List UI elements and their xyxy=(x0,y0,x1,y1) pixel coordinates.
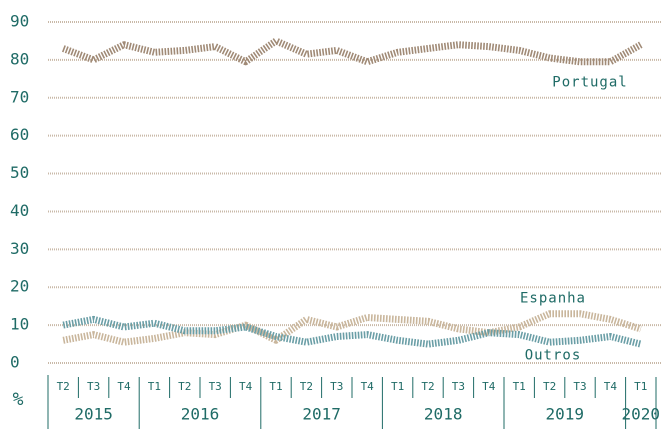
y-tick-label: 80 xyxy=(10,49,29,68)
year-label: 2020 xyxy=(622,405,661,424)
x-tick-label: T4 xyxy=(361,380,375,393)
series-label: Portugal xyxy=(552,75,627,91)
y-tick-label: 30 xyxy=(10,239,29,258)
x-tick-label: T2 xyxy=(543,380,556,393)
series-line xyxy=(62,310,642,346)
series-label: Espanha xyxy=(520,291,586,307)
y-tick-label: 10 xyxy=(10,315,29,334)
year-label: 2019 xyxy=(546,405,585,424)
x-tick-label: T4 xyxy=(239,380,253,393)
x-tick-label: T1 xyxy=(269,380,282,393)
x-tick-label: T2 xyxy=(178,380,191,393)
x-tick-label: T3 xyxy=(573,380,586,393)
year-label: 2017 xyxy=(302,405,341,424)
y-axis-label: % xyxy=(13,389,24,410)
x-tick-label: T4 xyxy=(604,380,618,393)
x-tick-label: T3 xyxy=(452,380,465,393)
y-tick-label: 0 xyxy=(10,353,20,372)
x-tick-label: T4 xyxy=(117,380,131,393)
y-tick-label: 70 xyxy=(10,87,29,106)
y-tick-label: 60 xyxy=(10,125,29,144)
series-label: Outros xyxy=(525,347,582,363)
x-tick-label: T2 xyxy=(57,380,70,393)
x-tick-label: T1 xyxy=(391,380,404,393)
x-tick-label: T4 xyxy=(482,380,496,393)
x-tick-label: T3 xyxy=(330,380,343,393)
x-tick-label: T1 xyxy=(634,380,647,393)
series-line xyxy=(61,37,643,66)
y-tick-label: 40 xyxy=(10,201,29,220)
x-tick-label: T2 xyxy=(300,380,313,393)
year-label: 2016 xyxy=(181,405,220,424)
x-tick-label: T2 xyxy=(421,380,434,393)
x-tick-label: T3 xyxy=(209,380,222,393)
y-tick-label: 20 xyxy=(10,277,29,296)
x-tick-label: T1 xyxy=(148,380,161,393)
series-line xyxy=(62,315,642,348)
x-tick-label: T1 xyxy=(513,380,526,393)
year-label: 2018 xyxy=(424,405,463,424)
y-tick-label: 90 xyxy=(10,12,29,31)
x-tick-label: T3 xyxy=(87,380,100,393)
year-label: 2015 xyxy=(74,405,113,424)
y-tick-label: 50 xyxy=(10,163,29,182)
